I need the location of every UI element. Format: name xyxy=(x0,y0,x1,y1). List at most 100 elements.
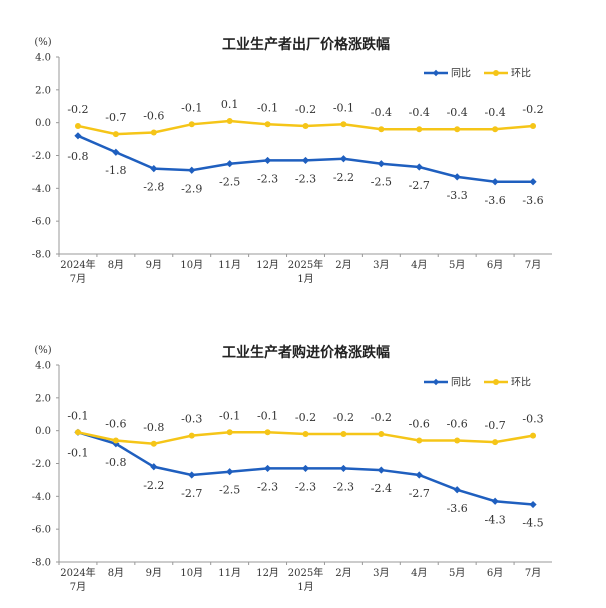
x-tick-label: 7月 xyxy=(70,273,86,285)
legend-marker xyxy=(432,69,440,77)
x-tick-label: 2月 xyxy=(335,259,351,271)
y-tick-label: 4.0 xyxy=(35,361,51,372)
data-point-yoy xyxy=(415,471,423,479)
data-point-yoy xyxy=(339,464,348,473)
data-point-yoy xyxy=(377,160,385,168)
data-label-mom: -0.2 xyxy=(295,411,316,424)
data-label-yoy: -0.1 xyxy=(67,446,88,459)
x-tick-label: 12月 xyxy=(256,567,279,579)
x-tick-label: 1月 xyxy=(297,581,313,593)
data-point-mom xyxy=(226,429,233,436)
data-point-yoy xyxy=(377,466,385,474)
data-point-mom xyxy=(492,439,499,446)
x-tick-label: 2024年 xyxy=(60,258,95,271)
data-point-yoy xyxy=(188,166,196,174)
x-tick-label: 10月 xyxy=(180,567,203,579)
data-point-yoy xyxy=(226,468,234,476)
data-label-yoy: -2.7 xyxy=(409,487,430,500)
x-tick-label: 7月 xyxy=(70,581,86,593)
y-tick-label: -4.0 xyxy=(32,184,51,195)
data-label-yoy: -2.2 xyxy=(143,479,164,492)
data-label-yoy: -2.7 xyxy=(409,179,430,192)
y-tick-label: -2.0 xyxy=(32,459,51,470)
data-label-mom: -0.4 xyxy=(447,106,468,119)
x-tick-label: 12月 xyxy=(256,259,279,271)
data-label-yoy: -4.3 xyxy=(485,513,506,526)
data-label-yoy: -2.5 xyxy=(219,484,240,497)
data-point-yoy xyxy=(529,178,537,186)
data-point-mom xyxy=(302,430,309,437)
data-point-mom xyxy=(264,121,271,128)
data-label-yoy: -2.3 xyxy=(257,172,278,185)
data-label-yoy: -2.8 xyxy=(143,181,164,194)
data-point-mom xyxy=(112,437,119,444)
data-label-yoy: -3.3 xyxy=(447,189,468,202)
data-label-yoy: -0.8 xyxy=(105,456,126,469)
x-tick-label: 2025年 xyxy=(288,258,323,271)
y-tick-label: -2.0 xyxy=(32,151,51,162)
data-label-yoy: -2.3 xyxy=(295,172,316,185)
producer-price-chart: 工业生产者出厂价格涨跌幅 (%) 4.0 2.0 0.0 -2.0 -4.0 -6.0 -8.0… xyxy=(32,36,552,285)
chart-title: 工业生产者购进价格涨跌幅 xyxy=(222,344,390,361)
data-point-yoy xyxy=(529,500,537,509)
y-tick-label: -6.0 xyxy=(32,217,51,228)
data-point-yoy xyxy=(74,132,82,140)
x-tick-label: 7月 xyxy=(525,567,541,579)
data-label-yoy: -1.8 xyxy=(105,164,126,177)
x-tick-label: 11月 xyxy=(218,259,241,271)
data-point-mom xyxy=(302,122,309,129)
data-label-mom: -0.3 xyxy=(522,413,543,426)
data-point-mom xyxy=(416,437,423,444)
x-tick-label: 6月 xyxy=(487,259,503,271)
data-point-mom xyxy=(150,129,157,136)
data-point-yoy xyxy=(150,463,158,471)
data-label-yoy: -3.6 xyxy=(485,194,506,207)
data-point-yoy xyxy=(301,156,310,165)
data-label-mom: -0.2 xyxy=(333,411,354,424)
data-label-yoy: -2.2 xyxy=(333,171,354,184)
legend-marker xyxy=(493,379,499,385)
data-label-mom: -0.2 xyxy=(67,103,88,116)
data-label-mom: -0.7 xyxy=(485,419,506,432)
data-point-mom xyxy=(492,126,499,133)
legend-label: 同比 xyxy=(451,68,471,80)
data-point-mom xyxy=(530,432,537,439)
x-tick-label: 6月 xyxy=(487,567,503,579)
x-tick-label: 4月 xyxy=(411,567,427,579)
y-tick-label: -8.0 xyxy=(32,250,51,261)
legend-label: 同比 xyxy=(451,377,471,389)
data-label-yoy: -4.5 xyxy=(522,517,543,530)
data-label-mom: -0.7 xyxy=(105,111,126,124)
data-label-mom: 0.1 xyxy=(221,98,239,111)
x-tick-label: 9月 xyxy=(146,567,162,579)
data-label-mom: -0.3 xyxy=(181,413,202,426)
data-point-yoy xyxy=(491,497,499,505)
data-label-mom: -0.4 xyxy=(485,106,506,119)
data-point-mom xyxy=(454,126,461,133)
y-tick-label: 0.0 xyxy=(35,118,51,129)
legend-label: 环比 xyxy=(511,377,531,389)
y-tick-label: 2.0 xyxy=(35,393,51,404)
data-label-mom: -0.6 xyxy=(447,418,468,431)
data-label-mom: -0.1 xyxy=(67,409,88,422)
data-label-mom: -0.6 xyxy=(143,110,164,123)
data-label-mom: -0.8 xyxy=(143,421,164,434)
data-point-mom xyxy=(340,121,347,128)
x-tick-label: 1月 xyxy=(297,273,313,285)
y-unit-label: (%) xyxy=(34,37,51,48)
data-label-mom: -0.1 xyxy=(257,101,278,114)
data-point-yoy xyxy=(263,156,272,165)
data-label-mom: -0.1 xyxy=(257,409,278,422)
chart-title: 工业生产者出厂价格涨跌幅 xyxy=(222,36,390,53)
x-tick-label: 5月 xyxy=(449,259,465,271)
x-tick-label: 10月 xyxy=(180,259,203,271)
data-point-mom xyxy=(530,122,537,129)
purchase-price-chart: 工业生产者购进价格涨跌幅 (%) 4.0 2.0 0.0 -2.0 -4.0 -6.0 -8.0… xyxy=(32,344,552,593)
legend-marker xyxy=(432,378,440,386)
data-label-yoy: -2.7 xyxy=(181,487,202,500)
data-label-yoy: -2.9 xyxy=(181,182,202,195)
data-point-yoy xyxy=(301,464,310,473)
data-point-mom xyxy=(340,430,347,437)
data-label-yoy: -2.5 xyxy=(219,176,240,189)
